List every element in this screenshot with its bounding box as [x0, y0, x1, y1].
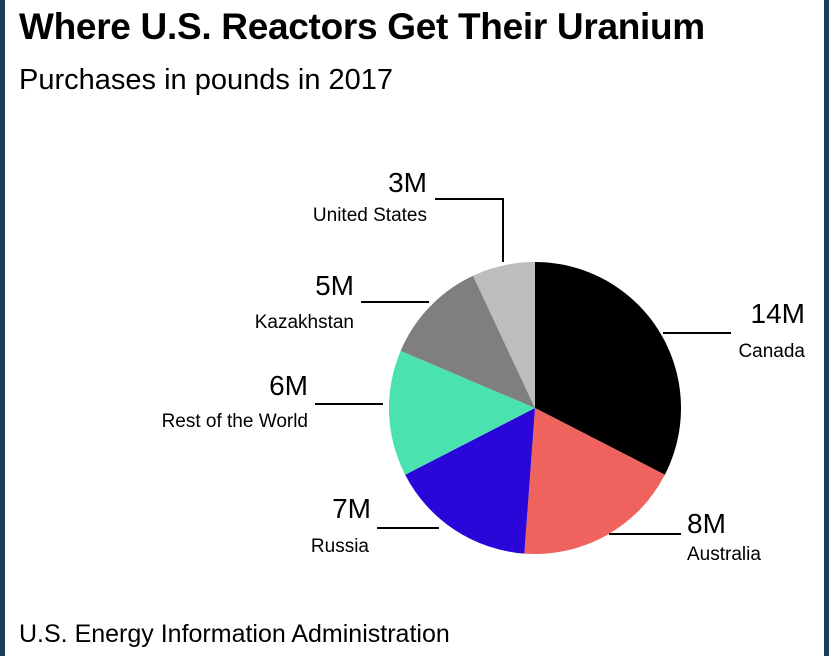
- pie-slice-kazakhstan: [400, 275, 535, 408]
- pie-slice-canada: [535, 262, 681, 475]
- slice-value-canada: 14M: [751, 298, 805, 329]
- slice-label-canada: Canada: [738, 341, 805, 362]
- pie-slice-russia: [405, 408, 535, 554]
- slice-label-kazakhstan: Kazakhstan: [255, 312, 354, 333]
- pie-slice-australia: [524, 408, 665, 554]
- slice-label-rest-of-the-world: Rest of the World: [162, 411, 308, 432]
- leader-line-united-states: [435, 198, 504, 262]
- slice-label-russia: Russia: [311, 536, 370, 557]
- pie-slices: [389, 262, 681, 554]
- pie-chart: 14M Canada 8M Australia 7M Russia 6M Rest of th…: [162, 167, 806, 565]
- pie-slice-rest-of-the-world: [389, 350, 535, 475]
- slice-labels: 14M Canada 8M Australia 7M Russia 6M Rest of th…: [162, 167, 806, 565]
- slice-label-australia: Australia: [687, 544, 761, 565]
- pie-slice-united-states: [473, 262, 535, 408]
- slice-value-kazakhstan: 5M: [315, 270, 354, 301]
- chart-title: Where U.S. Reactors Get Their Uranium: [19, 6, 705, 47]
- slice-label-united-states: United States: [313, 205, 427, 226]
- slice-value-russia: 7M: [332, 493, 371, 524]
- leader-lines: [315, 198, 731, 535]
- slice-value-australia: 8M: [687, 508, 726, 539]
- slice-value-united-states: 3M: [388, 167, 427, 198]
- slice-value-rest-of-the-world: 6M: [269, 370, 308, 401]
- source-note: U.S. Energy Information Administration: [19, 620, 450, 648]
- chart-subtitle: Purchases in pounds in 2017: [19, 64, 394, 96]
